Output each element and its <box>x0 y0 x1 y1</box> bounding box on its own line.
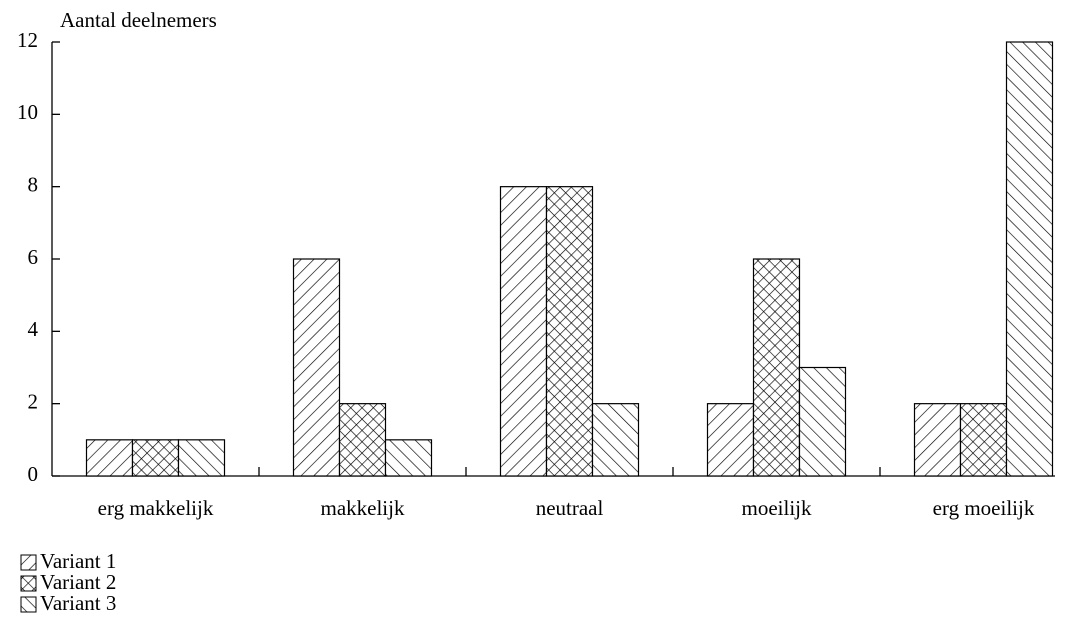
x-tick-label: neutraal <box>536 496 604 520</box>
bar <box>706 403 755 477</box>
bar <box>959 403 1008 477</box>
legend-label: Variant 2 <box>40 570 116 594</box>
bar <box>798 366 847 477</box>
bar <box>85 439 134 477</box>
bar <box>913 403 962 477</box>
y-tick-label: 2 <box>28 389 39 413</box>
x-tick-label: erg moeilijk <box>933 496 1035 520</box>
x-tick-label: makkelijk <box>321 496 405 520</box>
y-tick-label: 12 <box>17 28 38 52</box>
bar <box>292 258 341 477</box>
bar <box>338 403 387 477</box>
legend-label: Variant 3 <box>40 591 116 615</box>
y-tick-label: 0 <box>28 462 39 486</box>
legend-swatch <box>20 575 37 592</box>
legend-label: Variant 1 <box>40 549 116 573</box>
bar <box>499 186 548 477</box>
y-tick-label: 4 <box>28 317 39 341</box>
y-tick-label: 8 <box>28 172 39 196</box>
bar <box>177 439 226 477</box>
y-axis-title: Aantal deelnemers <box>60 8 217 32</box>
bar <box>1005 41 1054 477</box>
y-tick-label: 6 <box>28 245 39 269</box>
legend-swatch <box>20 596 37 613</box>
bar <box>752 258 801 477</box>
y-tick-label: 10 <box>17 100 38 124</box>
x-tick-label: erg makkelijk <box>98 496 214 520</box>
bar <box>384 439 433 477</box>
legend-swatch <box>20 554 37 571</box>
x-tick-label: moeilijk <box>742 496 812 520</box>
bar <box>131 439 180 477</box>
bar <box>591 403 640 477</box>
bar <box>545 186 594 477</box>
